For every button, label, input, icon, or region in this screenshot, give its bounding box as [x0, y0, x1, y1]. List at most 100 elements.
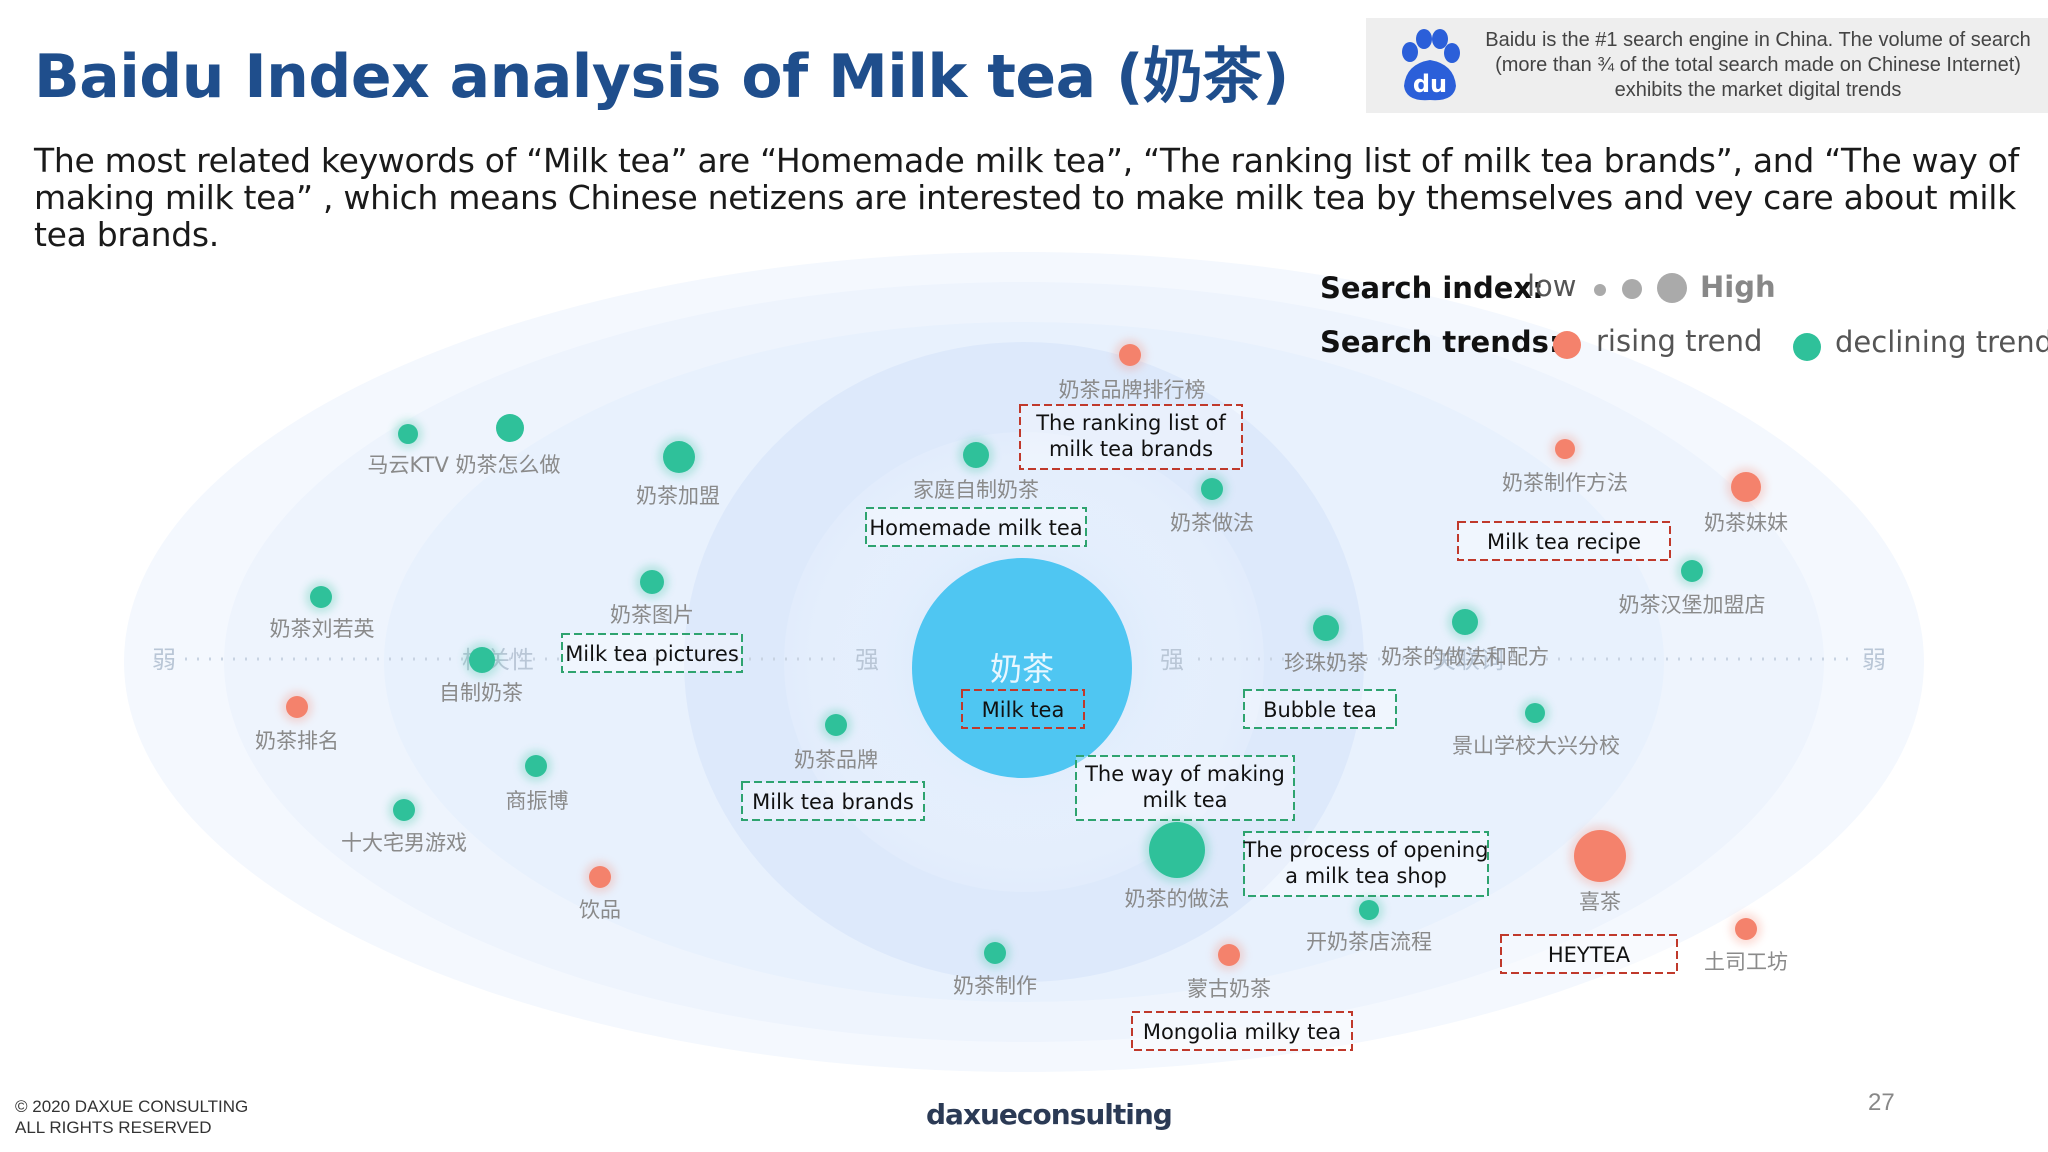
legend-rising-dot: [1553, 331, 1581, 359]
keyword-cn-label: 奶茶制作方法: [1502, 471, 1628, 495]
axis-strong-left: 强: [855, 646, 879, 674]
keyword-cn-label: 奶茶妹妹: [1704, 511, 1788, 535]
keyword-way-of-making: 奶茶的做法 The way of making milk tea: [1075, 755, 1295, 911]
keyword-cn-label: 饮品: [579, 898, 621, 922]
keyword-jack-ma-ktv: 马云KTV 奶茶怎么做: [367, 419, 561, 477]
keyword-en-box: [1131, 1011, 1353, 1051]
legend-index-low: low: [1527, 269, 1577, 303]
keyword-cn-label: 奶茶做法: [1170, 511, 1254, 535]
keyword-dot: [1555, 439, 1575, 459]
brand-pre: daxue: [926, 1098, 1018, 1131]
legend-declining-dot: [1793, 333, 1821, 361]
keyword-dot: [1313, 615, 1339, 641]
keyword-cn-label: 珍珠奶茶: [1284, 651, 1368, 675]
axis-strong-right: 强: [1160, 646, 1184, 674]
legend: Search index: low High Search trends: ri…: [1320, 269, 2048, 361]
keyword-en-label: Homemade milk tea: [869, 516, 1082, 540]
keyword-cn-label: 喜茶: [1579, 890, 1621, 914]
center-cn: 奶茶: [990, 650, 1054, 688]
keyword-cn-label: 奶茶的做法: [1125, 887, 1230, 911]
keyword-cn-label: 奶茶制作: [953, 974, 1037, 998]
legend-dot-small: [1594, 284, 1606, 296]
center-keyword: 奶茶 Milk tea: [912, 558, 1132, 778]
axis-weak-left: 弱: [152, 646, 176, 674]
keyword-dot: [984, 942, 1006, 964]
keyword-en-box: [1075, 755, 1295, 821]
keyword-en-label: Mongolia milky tea: [1143, 1020, 1341, 1044]
keyword-jingshan-school: 景山学校大兴分校: [1452, 698, 1620, 758]
keyword-dot: [1149, 822, 1205, 878]
keyword-cn-label: 景山学校大兴分校: [1452, 734, 1620, 758]
legend-index-label: Search index:: [1320, 271, 1544, 305]
keyword-en-label: HEYTEA: [1548, 943, 1631, 967]
keyword-cn-label: 蒙古奶茶: [1187, 977, 1271, 1001]
keyword-en-box: [1457, 521, 1671, 561]
legend-rising: rising trend: [1596, 324, 1762, 358]
keyword-cn-label: 奶茶图片: [610, 603, 694, 627]
daxue-logo: daxueconsulting: [926, 1098, 1173, 1131]
keyword-en-label: Bubble tea: [1263, 698, 1377, 722]
baidu-logo-text: du: [1413, 70, 1447, 98]
keyword-method-formula: 奶茶的做法和配方: [1381, 604, 1549, 669]
keyword-en-box: [1500, 934, 1678, 974]
legend-dot-large: [1657, 273, 1687, 303]
keyword-en-label: Milk tea pictures: [565, 642, 739, 666]
keyword-liu-ruoying: 奶茶刘若英: [270, 581, 375, 641]
keyword-dot: [286, 696, 308, 718]
keyword-dot: [469, 647, 495, 673]
keyword-drinks: 饮品: [579, 861, 621, 922]
keyword-layer: 奶茶品牌排行榜 The ranking list of milk tea brand…: [255, 339, 1788, 1051]
legend-dot-medium: [1622, 279, 1642, 299]
axis-relevance-label-right: 关联词: [1432, 646, 1504, 674]
keyword-cn-label: 奶茶的做法和配方: [1381, 645, 1549, 669]
keyword-dot: [589, 866, 611, 888]
keyword-bubble-tea: 珍珠奶茶 Bubble tea: [1243, 610, 1397, 729]
brand-post: consulting: [1016, 1098, 1173, 1131]
copyright: © 2020 DAXUE CONSULTING ALL RIGHTS RESER…: [15, 1096, 248, 1138]
keyword-en-box: [865, 507, 1087, 547]
keyword-toast-workshop: 土司工坊: [1704, 913, 1788, 974]
keyword-shang-zhenbo: 商振博: [506, 750, 569, 813]
keyword-cn-label: 马云KTV 奶茶怎么做: [367, 453, 560, 477]
keyword-cn-label: 土司工坊: [1704, 950, 1788, 974]
keyword-en-box: [1243, 689, 1397, 729]
keyword-en-label: Milk tea recipe: [1487, 530, 1641, 554]
keyword-cn-label: 奶茶汉堡加盟店: [1619, 593, 1766, 617]
keyword-en-label: The ranking list of milk tea brands: [1035, 411, 1226, 461]
keyword-mongolia: 蒙古奶茶 Mongolia milky tea: [1131, 939, 1353, 1051]
keyword-cn-label: 自制奶茶: [439, 681, 523, 705]
keyword-dot: [1452, 609, 1478, 635]
keyword-dot: [1119, 344, 1141, 366]
keyword-practice: 奶茶做法: [1170, 473, 1254, 535]
keyword-dot: [310, 586, 332, 608]
keyword-dot: [1681, 560, 1703, 582]
keyword-ten-otaku: 十大宅男游戏: [341, 794, 467, 855]
keyword-cn-label: 十大宅男游戏: [341, 831, 467, 855]
keyword-en-label: The process of opening a milk tea shop: [1243, 838, 1489, 888]
keyword-production: 奶茶制作: [953, 937, 1037, 998]
keyword-en-label: Milk tea brands: [752, 790, 914, 814]
keyword-dot: [1574, 830, 1626, 882]
keyword-pictures: 奶茶图片 Milk tea pictures: [561, 565, 743, 673]
keyword-en-box: [561, 633, 743, 673]
keyword-dot: [398, 424, 418, 444]
center-bubble: [912, 558, 1132, 778]
keyword-homemade: 家庭自制奶茶 Homemade milk tea: [865, 437, 1087, 547]
keyword-open-shop: 开奶茶店流程 The process of opening a milk tea s…: [1243, 831, 1489, 954]
keyword-self-made: 自制奶茶: [439, 642, 523, 705]
keyword-heytea: 喜茶 HEYTEA: [1500, 825, 1678, 974]
keyword-franchise: 奶茶加盟: [636, 436, 720, 508]
keyword-en-label: The way of making milk tea: [1084, 762, 1285, 812]
page-number: 27: [1868, 1089, 1895, 1116]
keyword-cn-label: 商振博: [506, 789, 569, 813]
legend-index-high: High: [1700, 270, 1776, 304]
legend-declining: declining trend: [1835, 325, 2048, 359]
baidu-note-text: Baidu is the #1 search engine in China. …: [1485, 29, 2031, 101]
keyword-burger-franchise: 奶茶汉堡加盟店: [1619, 555, 1766, 617]
relevance-axis: 弱 强 强 弱 相关性 关联词: [152, 646, 1886, 674]
keyword-brands: 奶茶品牌 Milk tea brands: [741, 709, 925, 821]
intro-paragraph: The most related keywords of “Milk tea” …: [34, 141, 2019, 254]
keyword-dot: [1218, 944, 1240, 966]
keyword-cn-label: 家庭自制奶茶: [913, 478, 1039, 502]
